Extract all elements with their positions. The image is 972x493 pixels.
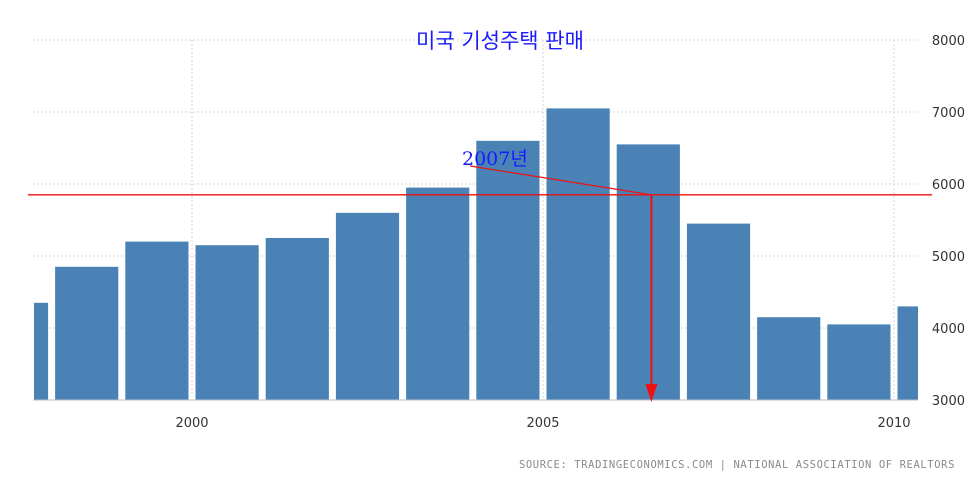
bar-2004 bbox=[476, 140, 540, 401]
bar-2010 bbox=[897, 306, 918, 400]
annotation-leader bbox=[469, 165, 652, 196]
bar-2005 bbox=[546, 108, 610, 401]
bar-2007 bbox=[686, 223, 751, 400]
bar-2002 bbox=[335, 212, 400, 400]
y-tick-label: 7000 bbox=[932, 106, 965, 121]
bar-1999 bbox=[125, 241, 189, 400]
source-note: SOURCE: TRADINGECONOMICS.COM | NATIONAL … bbox=[519, 459, 955, 471]
bar-2000 bbox=[195, 245, 259, 400]
bar-2003 bbox=[406, 187, 470, 400]
y-tick-label: 4000 bbox=[932, 322, 965, 337]
x-tick-label: 2010 bbox=[877, 416, 910, 431]
bar-2009 bbox=[827, 324, 891, 400]
y-tick-label: 6000 bbox=[932, 178, 965, 193]
bar-series bbox=[34, 108, 918, 401]
chart-title: 미국 기성주택 판매 bbox=[416, 29, 584, 53]
axes: 3000400050006000700080002000200520102015… bbox=[33, 34, 965, 431]
annotations: 2007년 bbox=[28, 148, 932, 402]
bar-2001 bbox=[265, 238, 329, 400]
x-tick-label: 2005 bbox=[526, 416, 559, 431]
bar-1997 bbox=[34, 302, 49, 400]
y-tick-label: 5000 bbox=[932, 250, 965, 265]
bar-2008 bbox=[757, 317, 821, 400]
annotation-label: 2007년 bbox=[462, 148, 528, 170]
x-tick-label: 2000 bbox=[175, 416, 208, 431]
bar-1998 bbox=[55, 266, 119, 400]
marker-arrow-head bbox=[645, 384, 658, 402]
y-tick-label: 3000 bbox=[932, 394, 965, 409]
y-tick-label: 8000 bbox=[932, 34, 965, 49]
bar-2006 bbox=[616, 144, 680, 400]
